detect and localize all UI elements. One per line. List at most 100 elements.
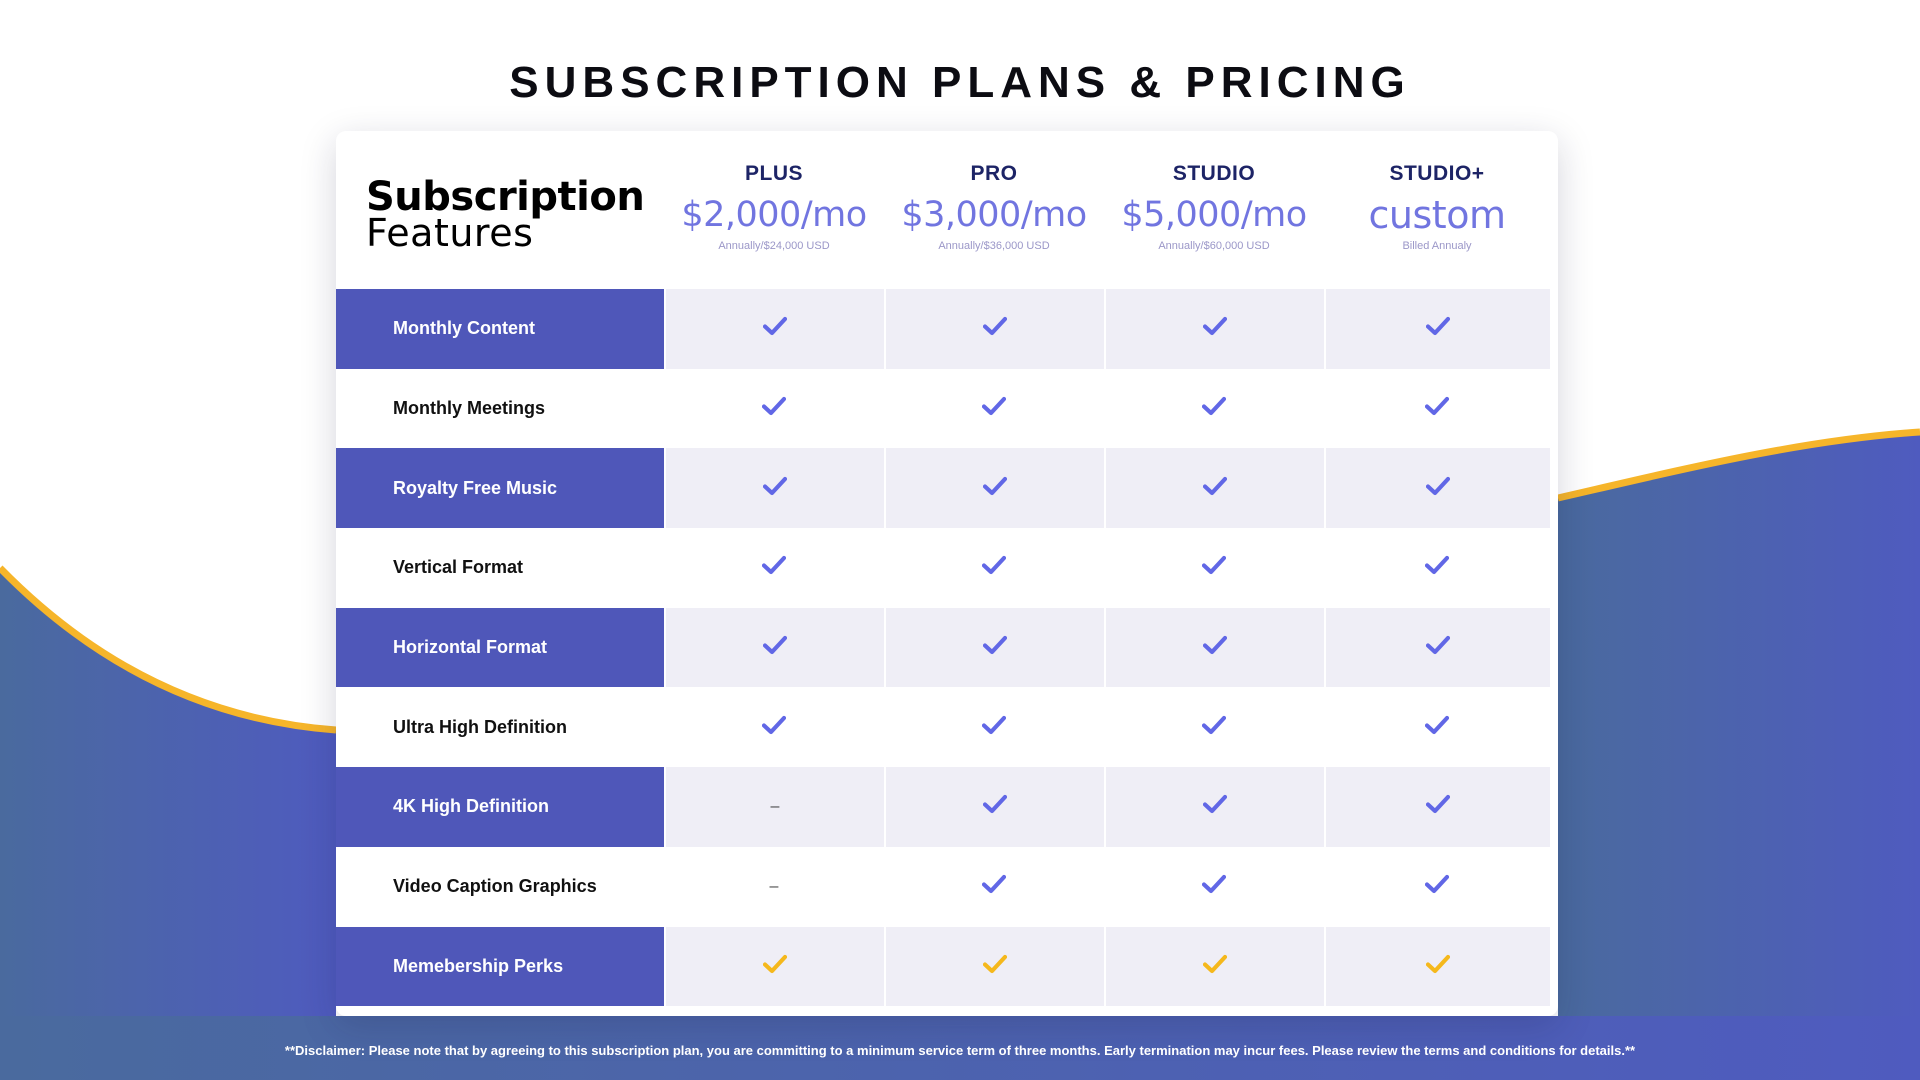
- check-icon: [761, 555, 787, 580]
- feature-cell: [884, 607, 1104, 688]
- table-row: 4K High Definition –: [336, 767, 1558, 847]
- plan-price: $5,000/mo: [1121, 195, 1307, 235]
- table-row: Ultra High Definition: [336, 687, 1558, 768]
- check-icon: [1202, 476, 1228, 501]
- feature-cell: [1324, 846, 1550, 927]
- feature-cell: [1104, 448, 1324, 529]
- perk-check-icon: [762, 954, 788, 979]
- plan-header-plus: PLUS $2,000/mo Annually/$24,000 USD: [664, 131, 884, 289]
- feature-cell: [664, 926, 884, 1007]
- feature-label: Video Caption Graphics: [336, 846, 664, 927]
- feature-cell: [1324, 926, 1550, 1007]
- check-icon: [982, 476, 1008, 501]
- feature-cell: [1324, 368, 1550, 449]
- table-row: Monthly Meetings: [336, 368, 1558, 449]
- plan-name: STUDIO+: [1389, 162, 1485, 185]
- feature-label: Horizontal Format: [336, 607, 664, 688]
- check-icon: [1425, 476, 1451, 501]
- feature-cell: –: [664, 846, 884, 927]
- feature-label: Royalty Free Music: [336, 448, 664, 529]
- plan-name: STUDIO: [1172, 162, 1256, 185]
- check-icon: [1201, 874, 1227, 899]
- table-row: Royalty Free Music: [336, 448, 1558, 529]
- check-icon: [1202, 794, 1228, 819]
- feature-cell: [1104, 926, 1324, 1007]
- check-icon: [981, 715, 1007, 740]
- check-icon: [1424, 555, 1450, 580]
- not-included-dash: –: [770, 797, 780, 815]
- check-icon: [762, 476, 788, 501]
- feature-cell: [664, 687, 884, 768]
- check-icon: [982, 635, 1008, 660]
- check-icon: [981, 396, 1007, 421]
- table-row: Video Caption Graphics –: [336, 846, 1558, 927]
- plan-header-studio-plus: STUDIO+ custom Billed Annualy: [1324, 131, 1550, 289]
- feature-label: Monthly Meetings: [336, 368, 664, 449]
- feature-cell: [1324, 607, 1550, 688]
- check-icon: [1201, 715, 1227, 740]
- feature-cell: [1104, 607, 1324, 688]
- check-icon: [762, 635, 788, 660]
- feature-cell: [664, 448, 884, 529]
- feature-cell: [884, 687, 1104, 768]
- check-icon: [1201, 555, 1227, 580]
- table-header: Subscription Features PLUS $2,000/mo Annua…: [336, 131, 1558, 289]
- perk-check-icon: [1202, 954, 1228, 979]
- plan-header-studio: STUDIO $5,000/mo Annually/$60,000 USD: [1104, 131, 1324, 289]
- feature-cell: [1104, 846, 1324, 927]
- feature-cell: [884, 846, 1104, 927]
- check-icon: [982, 794, 1008, 819]
- check-icon: [762, 316, 788, 341]
- perk-check-icon: [982, 954, 1008, 979]
- feature-cell: [1324, 289, 1550, 369]
- check-icon: [1425, 635, 1451, 660]
- feature-cell: [1104, 687, 1324, 768]
- plan-billing: Annually/$24,000 USD: [718, 240, 830, 252]
- check-icon: [1202, 316, 1228, 341]
- check-icon: [982, 316, 1008, 341]
- plan-billing: Billed Annualy: [1402, 240, 1472, 252]
- check-icon: [1424, 715, 1450, 740]
- feature-cell: [1104, 528, 1324, 608]
- feature-cell: [664, 368, 884, 449]
- feature-cell: [664, 607, 884, 688]
- plan-name: PLUS: [744, 162, 803, 185]
- plan-price: custom: [1368, 193, 1506, 237]
- feature-cell: [1104, 289, 1324, 369]
- table-row: Memebership Perks: [336, 926, 1558, 1007]
- plan-billing: Annually/$36,000 USD: [938, 240, 1050, 252]
- feature-label: Memebership Perks: [336, 926, 664, 1007]
- feature-rows: Monthly Content Monthly Meetings Royalty F…: [336, 289, 1558, 1007]
- feature-cell: [884, 289, 1104, 369]
- feature-cell: [884, 448, 1104, 529]
- feature-cell: [1324, 767, 1550, 847]
- check-icon: [1424, 874, 1450, 899]
- check-icon: [1425, 794, 1451, 819]
- plan-header-pro: PRO $3,000/mo Annually/$36,000 USD: [884, 131, 1104, 289]
- feature-cell: –: [664, 767, 884, 847]
- disclaimer: **Disclaimer: Please note that by agreei…: [284, 1043, 1636, 1058]
- check-icon: [1202, 635, 1228, 660]
- feature-cell: [1104, 368, 1324, 449]
- feature-cell: [884, 926, 1104, 1007]
- check-icon: [1424, 396, 1450, 421]
- feature-cell: [664, 289, 884, 369]
- check-icon: [1425, 316, 1451, 341]
- check-icon: [981, 555, 1007, 580]
- feature-label: Ultra High Definition: [336, 687, 664, 768]
- feature-cell: [1324, 528, 1550, 608]
- check-icon: [761, 396, 787, 421]
- feature-label: Monthly Content: [336, 289, 664, 369]
- feature-label: Vertical Format: [336, 528, 664, 608]
- not-included-dash: –: [769, 877, 779, 895]
- feature-cell: [664, 528, 884, 608]
- feature-cell: [1324, 448, 1550, 529]
- feature-cell: [884, 528, 1104, 608]
- page-title: SUBSCRIPTION PLANS & PRICING: [509, 58, 1411, 107]
- feature-cell: [884, 368, 1104, 449]
- check-icon: [1201, 396, 1227, 421]
- plan-price: $3,000/mo: [901, 195, 1087, 235]
- check-icon: [761, 715, 787, 740]
- check-icon: [981, 874, 1007, 899]
